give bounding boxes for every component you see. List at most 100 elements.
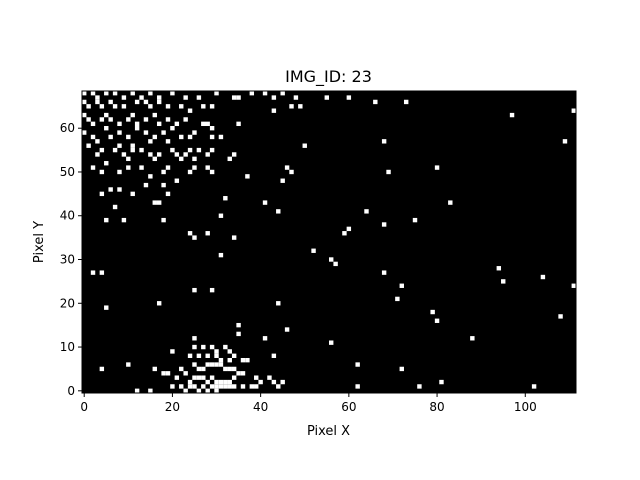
y-tick-label: 60	[60, 121, 75, 135]
white-pixel	[218, 134, 224, 140]
white-pixel	[187, 169, 193, 175]
white-pixel	[227, 384, 232, 389]
x-tick-label: 20	[165, 400, 180, 414]
white-pixel	[143, 182, 149, 188]
white-pixel	[258, 379, 263, 385]
white-pixel	[346, 95, 352, 100]
x-axis: 0 20 40 60 80 100	[80, 393, 537, 414]
white-pixel	[329, 340, 334, 345]
white-pixel	[112, 204, 118, 210]
white-pixel	[509, 112, 515, 118]
white-pixel	[152, 134, 157, 140]
x-tick-label: 0	[80, 400, 88, 414]
white-pixel	[121, 95, 127, 100]
white-pixel	[121, 217, 127, 223]
white-pixel	[192, 235, 197, 240]
white-pixel	[434, 318, 440, 323]
white-pixel	[364, 209, 369, 214]
white-pixel	[342, 231, 347, 236]
white-pixel	[192, 287, 197, 293]
white-pixel	[117, 143, 122, 148]
white-pixel	[227, 379, 232, 385]
white-pixel	[209, 169, 215, 175]
white-pixel	[165, 117, 171, 122]
white-pixel	[284, 327, 290, 332]
white-pixel	[187, 231, 193, 236]
white-pixel	[99, 366, 105, 372]
white-pixel	[139, 147, 144, 153]
white-pixel	[223, 344, 228, 350]
white-pixel	[249, 91, 255, 96]
y-tick-label: 30	[60, 253, 75, 267]
white-pixel	[346, 226, 352, 232]
white-pixel	[214, 91, 219, 96]
white-pixel	[276, 384, 281, 389]
white-pixel	[152, 200, 157, 205]
white-pixel	[231, 375, 237, 380]
white-pixel	[108, 99, 113, 105]
white-pixel	[227, 366, 232, 372]
white-pixel	[196, 353, 202, 358]
white-pixel	[254, 375, 259, 380]
white-pixel	[399, 283, 404, 288]
white-pixel	[126, 165, 131, 170]
white-pixel	[192, 344, 197, 350]
white-pixel	[148, 104, 153, 109]
white-pixel	[121, 104, 127, 109]
white-pixel	[90, 165, 96, 170]
white-pixel	[183, 117, 188, 122]
white-pixel	[179, 366, 184, 372]
x-tick-label: 100	[514, 400, 537, 414]
white-pixel	[355, 384, 360, 389]
pixel-layer	[82, 91, 576, 393]
white-pixel	[209, 134, 215, 140]
white-pixel	[139, 165, 144, 170]
white-pixel	[227, 357, 232, 363]
white-pixel	[209, 147, 215, 153]
y-tick-label: 0	[67, 384, 75, 398]
white-pixel	[231, 235, 237, 240]
white-pixel	[104, 305, 109, 310]
white-pixel	[104, 161, 109, 166]
white-pixel	[280, 91, 285, 96]
white-pixel	[240, 371, 246, 376]
chart-title: IMG_ID: 23	[285, 67, 372, 87]
white-pixel	[231, 95, 237, 100]
white-pixel	[448, 200, 453, 205]
white-pixel	[381, 270, 387, 275]
white-pixel	[558, 314, 563, 319]
white-pixel	[121, 152, 127, 157]
white-pixel	[280, 379, 285, 385]
white-pixel	[240, 384, 246, 389]
white-pixel	[90, 134, 96, 140]
white-pixel	[117, 130, 122, 135]
white-pixel	[192, 336, 197, 341]
white-pixel	[293, 95, 299, 100]
white-pixel	[417, 384, 422, 389]
white-pixel	[201, 384, 206, 389]
white-pixel	[161, 169, 166, 175]
white-pixel	[501, 279, 506, 284]
white-pixel	[104, 91, 109, 96]
white-pixel	[192, 130, 197, 135]
white-pixel	[179, 134, 184, 140]
white-pixel	[148, 388, 153, 393]
white-pixel	[302, 143, 307, 148]
white-pixel	[271, 95, 277, 100]
white-pixel	[130, 147, 135, 153]
white-pixel	[143, 99, 149, 105]
white-pixel	[571, 108, 576, 113]
white-pixel	[156, 99, 162, 105]
white-pixel	[99, 147, 105, 153]
white-pixel	[205, 362, 210, 367]
white-pixel	[276, 209, 281, 214]
white-pixel	[108, 187, 113, 192]
white-pixel	[108, 117, 113, 122]
white-pixel	[196, 147, 202, 153]
white-pixel	[231, 353, 237, 358]
white-pixel	[223, 366, 228, 372]
white-pixel	[82, 112, 87, 118]
white-pixel	[152, 112, 157, 118]
white-pixel	[329, 257, 334, 262]
white-pixel	[95, 95, 100, 100]
